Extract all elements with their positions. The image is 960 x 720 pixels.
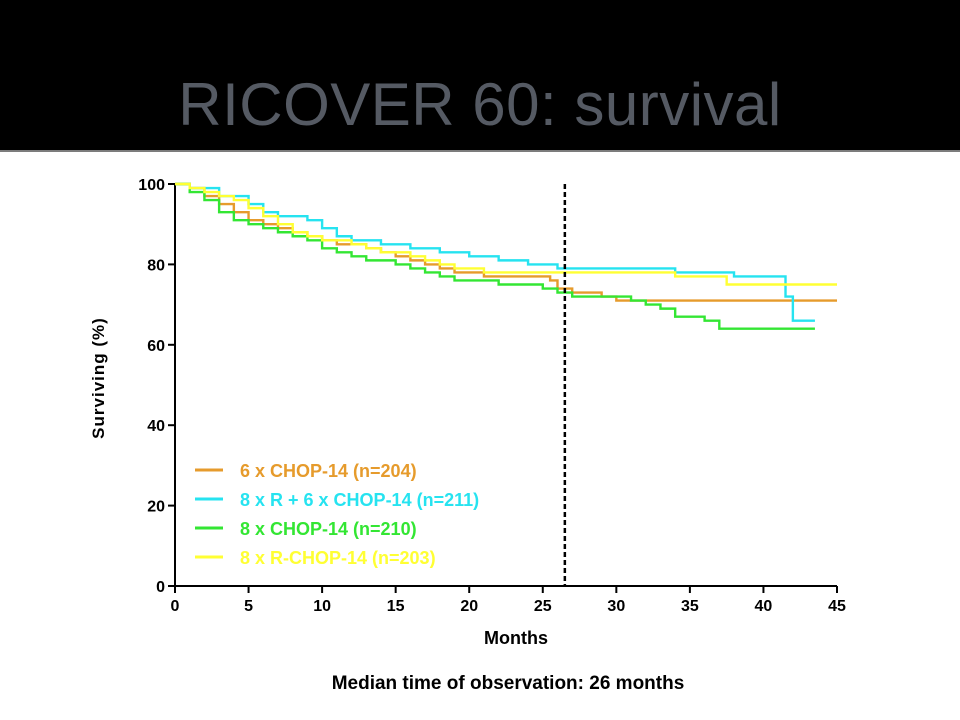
y-tick-label: 20 <box>147 499 165 516</box>
x-tick-label: 30 <box>607 598 625 615</box>
x-tick-label: 10 <box>313 598 331 615</box>
median-footnote: Median time of observation: 26 months <box>331 673 685 694</box>
title-divider <box>0 150 960 152</box>
x-tick-label: 40 <box>755 598 773 615</box>
y-tick-label: 80 <box>147 257 165 274</box>
x-axis-label: Months <box>484 628 548 648</box>
y-tick-label: 100 <box>138 177 165 194</box>
y-axis-label: Surviving (%) <box>89 317 108 439</box>
chart-curves <box>175 182 837 586</box>
chart-legend: 6 x CHOP-14 (n=204) 8 x R + 6 x CHOP-14 (… <box>195 461 479 568</box>
chart-axes: 0 20 40 60 80 100 0 5 10 15 20 25 30 35 40 45 Months Surv… <box>89 177 846 648</box>
series-line-1 <box>175 182 837 302</box>
y-tick-label: 60 <box>147 338 165 355</box>
legend-label-3: 8 x CHOP-14 (n=210) <box>240 519 417 539</box>
slide-title: RICOVER 60: survival <box>178 71 782 138</box>
legend-label-2: 8 x R + 6 x CHOP-14 (n=211) <box>240 490 479 510</box>
x-tick-label: 35 <box>681 598 699 615</box>
series-line-3 <box>175 182 815 330</box>
x-tick-label: 25 <box>534 598 552 615</box>
x-tick-label: 15 <box>387 598 405 615</box>
series-line-4 <box>175 182 837 286</box>
x-tick-label: 45 <box>828 598 846 615</box>
y-tick-label: 40 <box>147 418 165 435</box>
legend-label-1: 6 x CHOP-14 (n=204) <box>240 461 417 481</box>
chart-panel <box>0 152 960 720</box>
y-tick-label: 0 <box>156 579 165 596</box>
x-tick-label: 0 <box>171 598 180 615</box>
x-tick-label: 5 <box>244 598 253 615</box>
legend-label-4: 8 x R-CHOP-14 (n=203) <box>240 548 436 568</box>
x-tick-label: 20 <box>460 598 478 615</box>
